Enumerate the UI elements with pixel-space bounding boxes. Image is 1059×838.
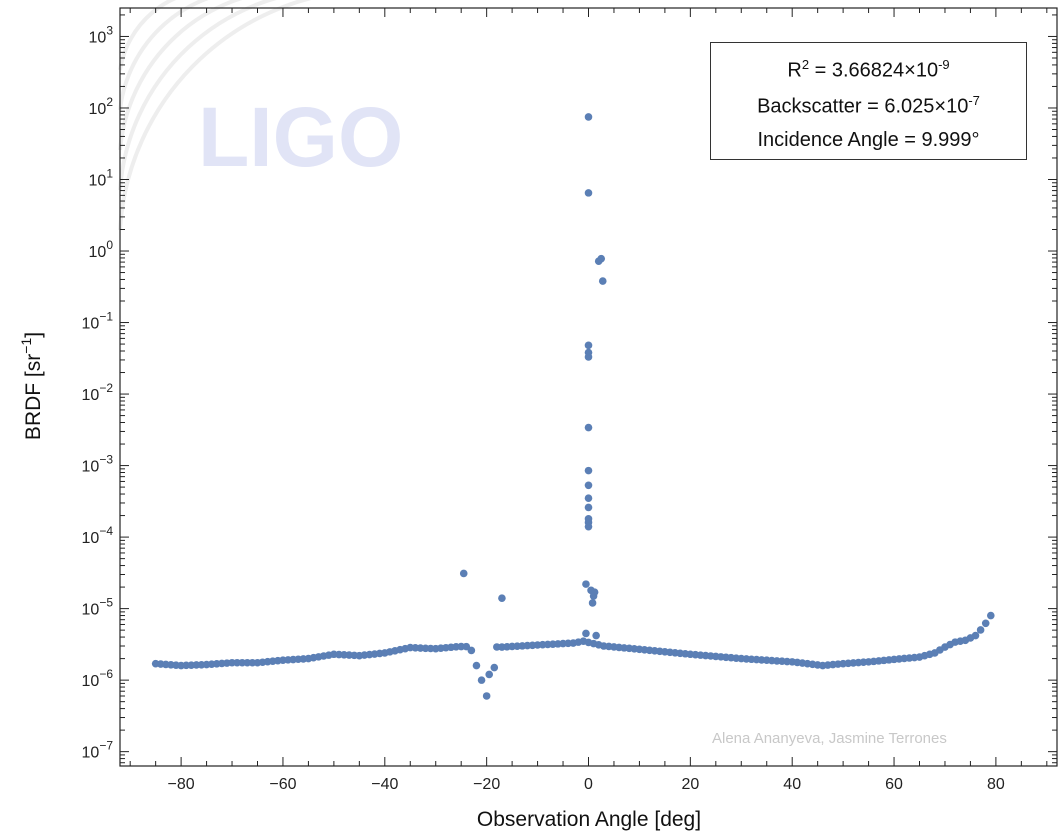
incidence-angle-text: Incidence Angle = 9.999° (757, 129, 980, 151)
y-tick-label: 10−6 (82, 667, 114, 690)
r-squared-value-exp: -9 (938, 57, 950, 72)
data-point (584, 353, 593, 361)
data-points (151, 113, 995, 700)
x-tick-label: −40 (371, 776, 398, 793)
data-point (467, 646, 476, 655)
y-tick-label: 100 (89, 238, 114, 261)
backscatter-line: Backscatter = 6.025×10-7 (711, 93, 1026, 119)
r-squared-prefix: R (787, 59, 802, 82)
x-tick-label: 20 (681, 776, 699, 793)
ligo-logo-watermark: LIGO (118, 0, 403, 231)
data-point (582, 580, 590, 588)
x-tick-label: −60 (269, 776, 296, 793)
data-point (584, 503, 593, 512)
y-tick-label: 10−3 (82, 453, 114, 476)
y-axis-ticks: 10−7 10−6 10−5 10−4 10−3 10−2 10−1 100 101 102 103 (82, 14, 1057, 764)
data-point (459, 569, 468, 578)
backscatter-exp: -7 (968, 93, 980, 108)
data-point (584, 341, 593, 350)
fit-annotation-box: R2 = 3.66824×10-9 Backscatter = 6.025×10… (710, 42, 1027, 160)
author-credit: Alena Ananyeva, Jasmine Terrones (712, 730, 947, 747)
x-axis-ticks: −80 −60 −40 −20 0 20 40 60 80 (129, 8, 1048, 793)
y-tick-label: 102 (89, 95, 114, 118)
y-axis-title-exp: −1 (18, 338, 34, 354)
data-point (482, 692, 491, 700)
x-axis-title: Observation Angle [deg] (477, 808, 701, 831)
x-tick-label: −80 (168, 776, 195, 793)
data-point (584, 481, 593, 490)
x-tick-label: 60 (885, 776, 903, 793)
r-squared-line: R2 = 3.66824×10-9 (711, 57, 1026, 83)
data-point (584, 522, 593, 531)
ligo-logo-text: LIGO (198, 90, 403, 184)
data-point (472, 661, 481, 670)
y-tick-label: 101 (89, 166, 114, 189)
r-squared-exp: 2 (801, 57, 810, 72)
y-tick-label: 10−5 (82, 596, 114, 619)
data-point (584, 423, 593, 432)
incidence-angle-line: Incidence Angle = 9.999° (711, 129, 1026, 152)
data-point (477, 676, 486, 684)
data-point (584, 494, 593, 502)
data-point (976, 626, 985, 634)
data-point (592, 631, 600, 640)
y-tick-label: 103 (89, 23, 114, 46)
data-point (971, 631, 980, 640)
y-tick-label: 10−7 (82, 739, 114, 762)
y-tick-label: 10−1 (82, 310, 114, 333)
y-tick-label: 10−2 (82, 381, 114, 404)
backscatter-text: Backscatter = 6.025×10 (757, 95, 969, 118)
data-point (986, 611, 995, 620)
data-point (584, 466, 593, 475)
data-point (582, 629, 590, 638)
data-point (981, 619, 990, 628)
x-tick-label: 0 (584, 776, 593, 793)
data-point (584, 113, 593, 121)
y-tick-label: 10−4 (82, 524, 114, 547)
data-point (597, 254, 606, 263)
data-point (498, 594, 506, 602)
data-point (584, 189, 593, 197)
data-point (598, 277, 607, 285)
x-tick-label: −20 (473, 776, 500, 793)
data-point (590, 588, 599, 596)
x-tick-label: 40 (783, 776, 801, 793)
data-point (490, 663, 499, 672)
y-axis-title-prefix: BRDF [sr (22, 354, 45, 440)
y-axis-title-suffix: ] (22, 332, 45, 338)
x-tick-label: 80 (987, 776, 1005, 793)
data-point (485, 670, 493, 679)
data-point (588, 599, 597, 607)
r-squared-value: = 3.66824×10 (809, 59, 939, 82)
y-axis-title: BRDF [sr−1] (18, 332, 45, 440)
